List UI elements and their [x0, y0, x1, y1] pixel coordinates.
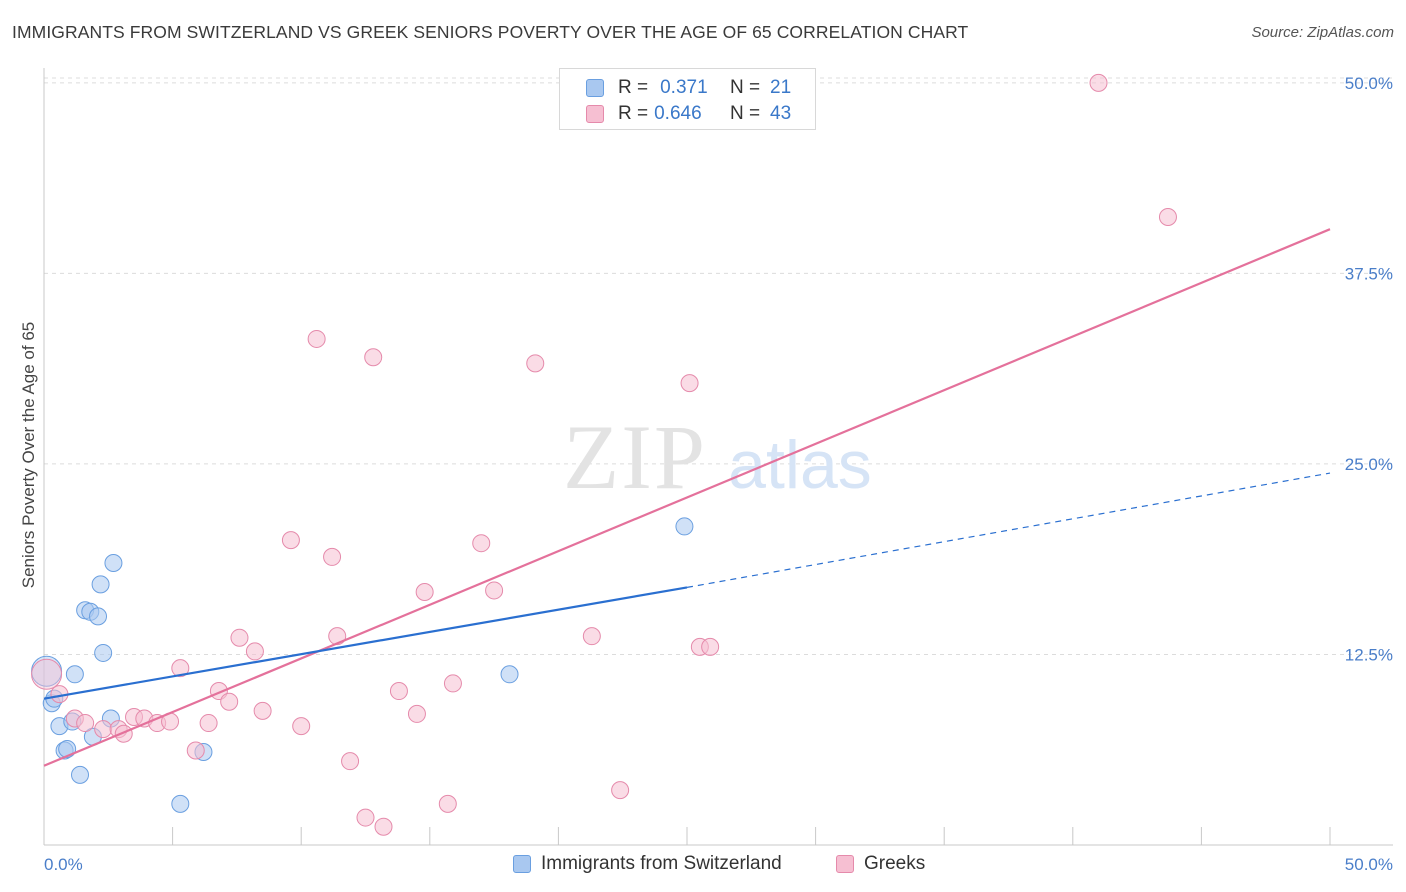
watermark-atlas: atlas — [728, 427, 872, 503]
greek-point — [76, 714, 95, 733]
greek-point — [292, 717, 311, 736]
legend-item-swiss: Immigrants from Switzerland — [513, 852, 782, 876]
greek-point — [680, 374, 699, 393]
greek-point — [389, 682, 408, 701]
swiss-point — [89, 607, 108, 626]
y-tick-label: 25.0% — [1345, 455, 1393, 474]
greek-point — [307, 329, 326, 348]
watermark: ZIP atlas — [563, 406, 872, 508]
watermark-zip: ZIP — [563, 406, 707, 508]
greek-point — [186, 741, 205, 760]
greek-point — [526, 354, 545, 373]
greek-point — [611, 781, 630, 800]
swiss-point — [94, 643, 113, 662]
greek-point — [364, 348, 383, 367]
n-value: 43 — [770, 103, 792, 124]
greek-point — [281, 531, 300, 550]
swiss-swatch — [513, 855, 531, 873]
swiss-point — [91, 575, 110, 594]
greek-point — [701, 637, 720, 656]
greek-point — [1158, 208, 1177, 226]
chart-title: IMMIGRANTS FROM SWITZERLAND VS GREEK SEN… — [12, 22, 969, 42]
swiss-point — [675, 517, 694, 536]
greek-point — [171, 659, 190, 678]
greek-point — [94, 720, 113, 739]
greek-point — [443, 674, 462, 693]
greek-swatch — [836, 855, 854, 873]
source-credit: Source: ZipAtlas.com — [1251, 24, 1394, 41]
legend-item-greek: Greeks — [836, 852, 925, 876]
tick-labels: 0.0% 50.0% 12.5% 25.0% 37.5% 50.0% — [44, 74, 1393, 874]
swiss-point — [104, 554, 123, 573]
correlation-legend: R = 0.371 N = 21 R = 0.646 N = 43 — [559, 68, 816, 130]
swiss-point — [171, 794, 190, 813]
greek-point — [245, 642, 264, 661]
greek-trend-line — [43, 228, 1331, 767]
greek-point — [31, 658, 63, 690]
greek-point — [253, 701, 272, 720]
grid-lines — [44, 77, 1393, 655]
legend-row-greek: R = 0.646 N = 43 — [586, 102, 791, 126]
r-label: R = — [618, 77, 649, 98]
swiss-trend-extension — [686, 472, 1331, 588]
greek-point — [230, 628, 249, 647]
legend-label-swiss: Immigrants from Switzerland — [541, 853, 782, 874]
x-tick-label-max: 50.0% — [1345, 855, 1393, 874]
x-tick-label-min: 0.0% — [44, 855, 83, 874]
axes — [43, 68, 1393, 846]
greek-point — [438, 794, 457, 813]
n-label: N = — [730, 103, 761, 124]
data-points — [31, 73, 1177, 836]
r-label: R = — [618, 103, 649, 124]
y-tick-label: 50.0% — [1345, 74, 1393, 93]
swiss-point — [500, 665, 519, 684]
greek-point — [374, 817, 393, 836]
legend-label-greek: Greeks — [864, 853, 926, 874]
greek-point — [328, 627, 347, 646]
greek-point — [220, 692, 239, 711]
swiss-trend-line — [43, 586, 688, 700]
swiss-point — [65, 665, 84, 684]
y-tick-label: 37.5% — [1345, 264, 1393, 283]
y-tick-label: 12.5% — [1345, 645, 1393, 664]
greek-point — [1089, 73, 1108, 92]
swiss-point — [71, 765, 90, 784]
trend-lines — [43, 228, 1331, 767]
greek-point — [199, 714, 218, 733]
swiss-swatch — [586, 79, 604, 97]
n-label: N = — [730, 77, 761, 98]
r-value: 0.646 — [654, 103, 702, 124]
greek-point — [407, 704, 426, 723]
greek-swatch — [586, 105, 604, 123]
n-value: 21 — [770, 77, 792, 98]
r-value: 0.371 — [660, 77, 708, 98]
greek-point — [356, 808, 375, 827]
greek-point — [341, 752, 360, 771]
greek-point — [114, 724, 133, 743]
greek-point — [415, 582, 434, 601]
greek-point — [472, 534, 491, 553]
greek-point — [485, 581, 504, 600]
greek-point — [582, 627, 601, 646]
legend-row-swiss: R = 0.371 N = 21 — [586, 76, 791, 100]
greek-point — [323, 547, 342, 566]
